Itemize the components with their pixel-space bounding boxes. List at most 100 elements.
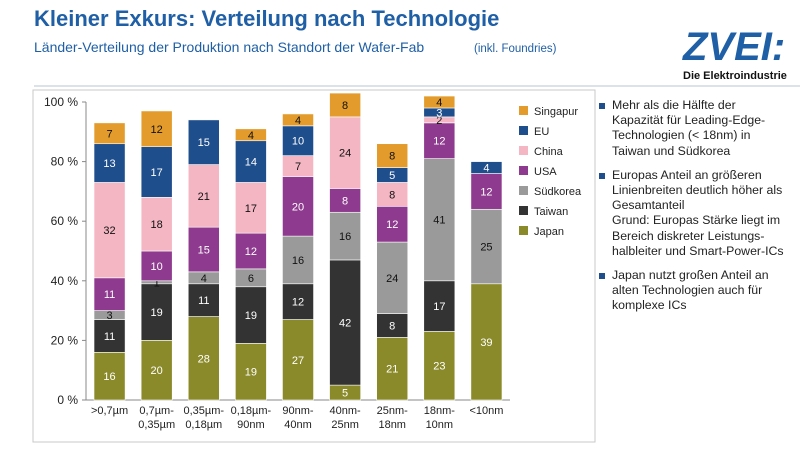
value-label: 7 [106,128,112,140]
bar-segment [187,316,220,401]
bar-segment [329,211,361,261]
bar-segment [329,116,361,189]
bar-segment [376,337,409,401]
bar-segment [235,128,267,142]
bar-segment [187,283,220,317]
bar-segment [282,125,314,156]
logo-tagline: Die Elektroindustrie [683,70,787,82]
value-label: 7 [295,161,301,173]
value-label: 19 [245,310,257,322]
value-label: 3 [436,107,442,119]
value-label: 20 [292,201,304,213]
bullet: Mehr als die Hälfte der Kapazität für Lea… [598,98,798,159]
bar-segment [93,352,126,401]
value-label: 4 [436,97,442,109]
value-label: 16 [292,255,304,267]
value-label: 41 [433,215,445,227]
value-label: 5 [389,170,395,182]
bullet-line: komplexe ICs [612,298,687,313]
value-label: 42 [339,318,351,330]
bar-segment [470,283,503,401]
bar-segment [423,280,456,332]
y-tick-label: 60 % [51,214,79,228]
legend-label: Japan [534,226,564,238]
legend-swatch [519,126,528,135]
bullet-line: Gesamtanteil [612,198,685,213]
legend-swatch [519,206,528,215]
subtitle-note: (inkl. Foundries) [474,43,557,55]
bar-segment [93,277,126,311]
value-label: 15 [198,245,210,257]
value-label: 12 [386,219,398,231]
legend-label: USA [534,166,557,178]
bullet-list: Mehr als die Hälfte der Kapazität für Lea… [598,98,798,323]
bar-segment [140,340,173,401]
value-label: 8 [389,151,395,163]
value-label: 20 [151,365,163,377]
legend-label: EU [534,126,549,138]
value-label: 10 [292,136,304,148]
subtitle: Länder-Verteilung der Produktion nach St… [34,39,424,55]
bullet-line: Technologien (< 18nm) in [612,128,751,143]
bar-segment [187,164,220,228]
value-label: 4 [201,273,207,285]
value-label: 4 [483,163,489,175]
bullet-line: Bereich diskreter Leistungs- [612,228,765,243]
bar-segment [282,283,314,320]
value-label: 2 [436,115,442,127]
bullet-line: Europas Anteil an größeren [612,167,762,182]
value-label: 11 [104,331,115,343]
value-label: 28 [198,353,210,365]
bar-segment [423,158,456,282]
value-label: 24 [339,148,351,160]
value-label: 4 [295,115,301,127]
value-label: 3 [106,310,112,322]
legend-label: Taiwan [534,206,568,218]
value-label: 25 [480,242,492,254]
x-tick-label: 0,35µm-0,18µm [183,405,224,431]
value-label: 14 [245,157,257,169]
value-label: 6 [248,273,254,285]
bullet-line: Japan nutzt großen Anteil an [612,268,769,283]
bar-segment [470,161,503,174]
bullet-line: Mehr als die Hälfte der [612,98,736,112]
bar-segment [235,140,267,183]
bullet-line: Taiwan und Südkorea [612,143,731,158]
value-label: 13 [103,158,115,170]
bullet-line: alten Technologien auch für [612,283,763,298]
value-label: 5 [342,388,348,400]
bar-segment [282,113,314,127]
value-label: 17 [433,301,445,313]
bar-segment [140,197,173,252]
bar-segment [140,146,173,198]
value-label: 15 [198,137,210,149]
x-tick-label: 25nm-18nm [377,405,409,431]
bar-segment [423,331,456,401]
x-tick-label: 18nm-10nm [424,405,456,431]
title: Kleiner Exkurs: Verteilung nach Technolo… [34,6,499,31]
y-tick-label: 0 % [57,393,78,407]
value-label: 16 [339,231,351,243]
bar-segment [423,122,456,159]
legend-swatch [519,166,528,175]
value-label: 32 [103,225,115,237]
bar-segment [282,235,314,285]
bar-segment [282,176,314,237]
value-label: 12 [245,246,257,258]
bar-segment [93,319,126,353]
y-tick-label: 20 % [51,333,79,347]
legend-label: China [534,146,564,158]
legend-swatch [519,106,528,115]
value-label: 23 [433,361,445,373]
value-label: 12 [433,136,445,148]
value-label: 27 [292,355,304,367]
x-tick-label: <10nm [469,405,503,417]
logo: ZVEI: [682,25,785,69]
bar-segment [282,319,314,401]
value-label: 17 [245,203,257,215]
value-label: 39 [480,337,492,349]
bullet-line: halbleiter und Smart-Power-ICs [612,243,784,258]
bar-segment [140,283,173,341]
